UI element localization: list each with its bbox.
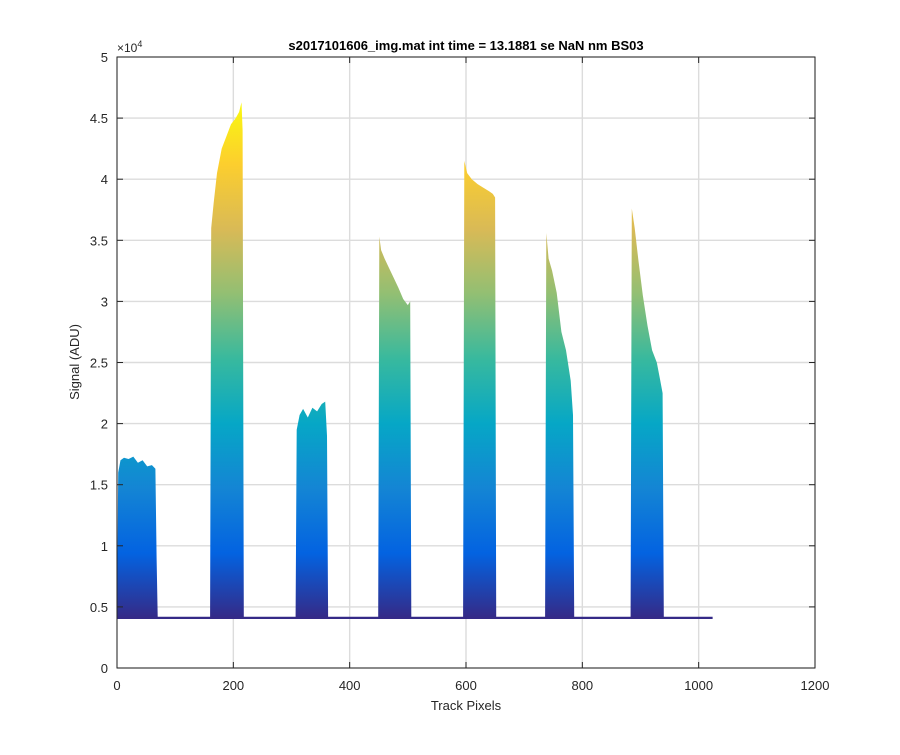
y-tick-label: 4.5 xyxy=(90,111,108,126)
y-tick-label: 0.5 xyxy=(90,600,108,615)
series-peak-5 xyxy=(463,160,497,618)
x-axis-label: Track Pixels xyxy=(431,698,502,713)
series-peak-4 xyxy=(378,236,412,618)
x-tick-label: 0 xyxy=(113,678,120,693)
x-tick-label: 600 xyxy=(455,678,477,693)
y-tick-label: 3.5 xyxy=(90,233,108,248)
axes xyxy=(116,56,816,669)
chart-title: s2017101606_img.mat int time = 13.1881 s… xyxy=(288,38,643,53)
y-tick-label: 0 xyxy=(101,661,108,676)
y-tick-labels: 0 0.5 1 1.5 2 2.5 3 3.5 4 4.5 5 xyxy=(90,50,108,676)
series-peak-2 xyxy=(210,102,244,618)
y-axis-label: Signal (ADU) xyxy=(67,324,82,400)
y-exponent-label: ×104 xyxy=(117,39,142,55)
series-layer xyxy=(117,102,664,618)
y-exponent-base: ×10 xyxy=(117,41,138,55)
x-tick-labels: 0 200 400 600 800 1000 1200 xyxy=(113,678,829,693)
y-exponent-power: 4 xyxy=(137,39,142,49)
y-tick-label: 4 xyxy=(101,172,108,187)
y-tick-label: 3 xyxy=(101,294,108,309)
x-tick-label: 1000 xyxy=(684,678,713,693)
x-tick-label: 800 xyxy=(571,678,593,693)
y-tick-label: 5 xyxy=(101,50,108,65)
series-peak-1 xyxy=(117,456,158,618)
y-tick-label: 2.5 xyxy=(90,356,108,371)
x-tick-label: 200 xyxy=(222,678,244,693)
y-tick-label: 1.5 xyxy=(90,478,108,493)
series-peak-6 xyxy=(545,233,575,618)
series-peak-7 xyxy=(630,208,664,618)
series-peak-3 xyxy=(295,401,329,618)
x-tick-label: 1200 xyxy=(801,678,830,693)
y-tick-label: 2 xyxy=(101,417,108,432)
x-tick-label: 400 xyxy=(339,678,361,693)
y-tick-label: 1 xyxy=(101,539,108,554)
